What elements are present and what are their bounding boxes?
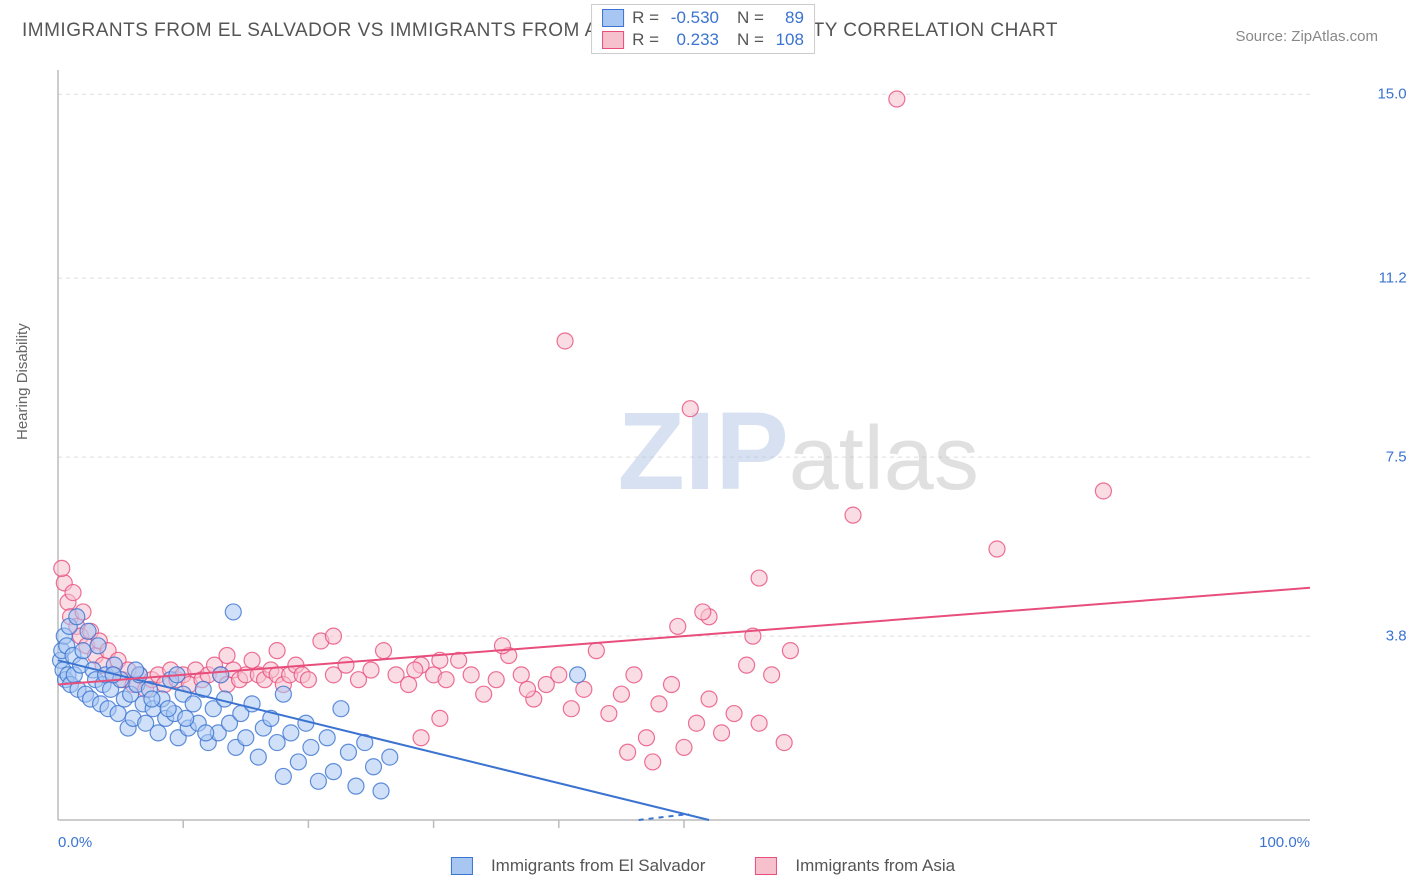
x-tick-label-left: 0.0% [58, 834, 92, 851]
stat-n-label: N = [737, 30, 764, 50]
y-tick-label: 11.2% [1379, 270, 1406, 287]
legend-swatch [602, 9, 624, 27]
y-tick-label: 3.8% [1386, 628, 1406, 645]
svg-text:ZIPatlas: ZIPatlas [618, 390, 979, 513]
stat-r-label: R = [632, 8, 659, 28]
stat-r-label: R = [632, 30, 659, 50]
legend-label: Immigrants from Asia [795, 856, 955, 876]
chart-svg: ZIPatlas [50, 60, 1370, 840]
bottom-legend-item: Immigrants from El Salvador [451, 856, 705, 876]
legend-stats-box: R = -0.530 N = 89 R = 0.233 N = 108 [591, 4, 815, 54]
legend-swatch [451, 857, 473, 875]
stat-n-value: 108 [770, 30, 804, 50]
bottom-legend-item: Immigrants from Asia [755, 856, 955, 876]
plot-area: ZIPatlas 3.8%7.5%11.2%15.0%0.0%100.0% [50, 60, 1370, 840]
chart-title: IMMIGRANTS FROM EL SALVADOR VS IMMIGRANT… [22, 20, 1058, 42]
stat-r-value: 0.233 [665, 30, 719, 50]
legend-stats-row: R = -0.530 N = 89 [592, 7, 814, 29]
x-tick-label-right: 100.0% [1259, 834, 1310, 851]
stat-r-value: -0.530 [665, 8, 719, 28]
source-label: Source: ZipAtlas.com [1235, 28, 1378, 45]
legend-swatch [755, 857, 777, 875]
y-tick-label: 15.0% [1377, 86, 1406, 103]
legend-label: Immigrants from El Salvador [491, 856, 705, 876]
legend-swatch [602, 31, 624, 49]
y-axis-label: Hearing Disability [14, 323, 31, 440]
bottom-legend: Immigrants from El Salvador Immigrants fr… [451, 856, 955, 876]
stat-n-value: 89 [770, 8, 804, 28]
legend-stats-row: R = 0.233 N = 108 [592, 29, 814, 51]
y-tick-label: 7.5% [1386, 449, 1406, 466]
stat-n-label: N = [737, 8, 764, 28]
